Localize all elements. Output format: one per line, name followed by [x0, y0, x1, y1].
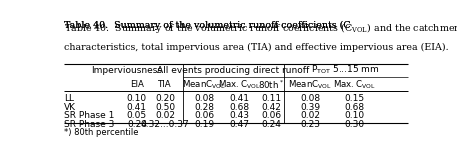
Text: $\mathregular{Mean C_{VOL}}$: $\mathregular{Mean C_{VOL}}$ — [288, 78, 332, 91]
Text: *) 80th percentile: *) 80th percentile — [64, 128, 139, 137]
Text: 0.08: 0.08 — [194, 94, 214, 103]
Text: 0.47: 0.47 — [229, 120, 250, 129]
Text: characteristics, total impervious area (TIA) and effective impervious area (EIA): characteristics, total impervious area (… — [64, 43, 449, 52]
Text: 0.24: 0.24 — [127, 120, 147, 129]
Text: Imperviousness: Imperviousness — [91, 66, 163, 75]
Text: 0.23: 0.23 — [300, 120, 320, 129]
Text: 0.68: 0.68 — [229, 103, 250, 112]
Text: 0.05: 0.05 — [127, 111, 147, 120]
Text: 0.39: 0.39 — [300, 103, 320, 112]
Text: 0.41: 0.41 — [229, 94, 250, 103]
Text: Table 40.  Summary of the volumetric runoff coefficients (C: Table 40. Summary of the volumetric runo… — [64, 21, 351, 30]
Text: TIA: TIA — [158, 80, 172, 89]
Text: LL: LL — [64, 94, 74, 103]
Text: 0.28: 0.28 — [194, 103, 214, 112]
Text: 0.42: 0.42 — [261, 103, 282, 112]
Text: Table 40.  Summary of the volumetric runoff coefficients (C: Table 40. Summary of the volumetric runo… — [64, 21, 351, 30]
Text: 0.32...0.37: 0.32...0.37 — [141, 120, 190, 129]
Text: 0.10: 0.10 — [345, 111, 365, 120]
Text: $\mathregular{Mean C_{VOL}}$: $\mathregular{Mean C_{VOL}}$ — [182, 78, 226, 91]
Text: 0.19: 0.19 — [194, 120, 214, 129]
Text: 0.43: 0.43 — [229, 111, 250, 120]
Text: $\mathregular{P_{TOT}}$ 5...15 mm: $\mathregular{P_{TOT}}$ 5...15 mm — [311, 64, 380, 76]
Text: 0.02: 0.02 — [300, 111, 320, 120]
Text: All events producing direct runoff: All events producing direct runoff — [157, 66, 309, 75]
Text: $\mathregular{Max. C_{VOL}}$: $\mathregular{Max. C_{VOL}}$ — [218, 78, 261, 91]
Text: 0.68: 0.68 — [345, 103, 365, 112]
Text: 0.50: 0.50 — [155, 103, 175, 112]
Text: $\mathregular{Max. C_{VOL}}$: $\mathregular{Max. C_{VOL}}$ — [333, 78, 376, 91]
Text: 0.02: 0.02 — [155, 111, 175, 120]
Text: 0.20: 0.20 — [155, 94, 175, 103]
Text: VK: VK — [64, 103, 76, 112]
Text: 0.41: 0.41 — [127, 103, 147, 112]
Text: 0.24: 0.24 — [261, 120, 282, 129]
Text: 0.06: 0.06 — [194, 111, 214, 120]
Text: 0.15: 0.15 — [345, 94, 365, 103]
Text: SR Phase 3: SR Phase 3 — [64, 120, 115, 129]
Text: 0.10: 0.10 — [127, 94, 147, 103]
Text: 0.08: 0.08 — [300, 94, 320, 103]
Text: 0.11: 0.11 — [261, 94, 282, 103]
Text: 80th$\mathregular{^*}$: 80th$\mathregular{^*}$ — [259, 78, 284, 91]
Text: Table 40.  Summary of the volumetric runoff coefficients ($\mathregular{C_{VOL}}: Table 40. Summary of the volumetric runo… — [64, 21, 457, 35]
Text: EIA: EIA — [130, 80, 144, 89]
Text: SR Phase 1: SR Phase 1 — [64, 111, 115, 120]
Text: 0.06: 0.06 — [261, 111, 282, 120]
Text: 0.30: 0.30 — [345, 120, 365, 129]
